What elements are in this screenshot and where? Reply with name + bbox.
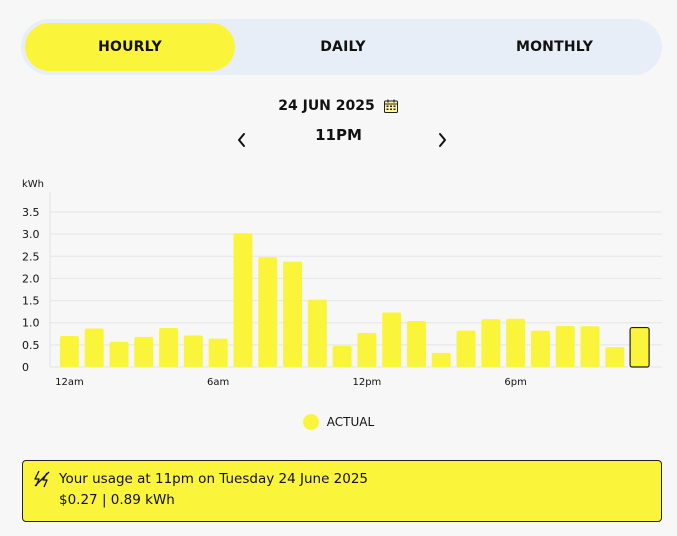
y-axis-unit-label: kWh [22,179,44,190]
hour-bar [283,261,303,367]
legend-label: ACTUAL [326,415,375,429]
hour-bar [258,257,278,367]
hour-bar [59,336,79,367]
date-selector[interactable]: 24 JUN 2025 [0,98,677,114]
hour-bar [555,325,575,367]
calendar-icon[interactable] [383,98,399,114]
hour-label: 11PM [315,126,362,144]
hour-bar [183,335,203,367]
lightning-icon [33,470,51,488]
hour-bar [580,326,600,367]
legend-swatch [302,414,319,430]
y-tick-label: 1.0 [22,317,40,330]
hour-bar [456,330,476,367]
usage-summary-card: Your usage at 11pm on Tuesday 24 June 20… [22,460,662,522]
hour-bar [382,312,402,367]
tab-hourly[interactable]: HOURLY [25,23,235,71]
selected-hour-bar [629,326,650,368]
y-tick-label: 1.5 [22,295,40,308]
x-tick-label: 6pm [504,377,526,388]
chevron-right-icon [439,133,446,147]
y-tick-label: 2.5 [22,250,40,263]
chevron-left-icon [238,133,245,147]
hour-bar [109,341,129,367]
hour-bar [431,352,451,367]
usage-bar-chart: kWh 0 0.5 1.0 1.5 2.0 2.5 3.0 3.5 12am 6am 12pm 6pm [22,179,662,388]
x-tick-label: 12pm [352,377,381,388]
hour-bar [530,330,550,367]
hour-bar [506,318,526,367]
chart-legend: ACTUAL [0,414,677,430]
y-tick-label: 3.0 [22,228,40,241]
hour-bar [481,319,501,367]
hour-bar [159,328,179,367]
y-tick-label: 0 [22,361,29,374]
next-hour-button[interactable] [430,128,454,152]
x-tick-label: 6am [207,377,229,388]
y-tick-label: 2.0 [22,272,40,285]
y-tick-label: 3.5 [22,206,40,219]
hour-bar [307,299,327,367]
tab-daily[interactable]: DAILY [320,39,366,55]
x-tick-label: 12am [55,377,84,388]
date-label: 24 JUN 2025 [278,98,375,114]
hour-bar [84,328,104,367]
hour-bar [208,338,228,367]
previous-hour-button[interactable] [230,128,254,152]
hour-bar [134,336,154,367]
hour-bar [357,332,377,367]
summary-title: Your usage at 11pm on Tuesday 24 June 20… [59,471,369,487]
hour-bar [233,233,253,367]
hour-bar [406,320,426,367]
hour-bar [332,345,352,367]
period-tabs: HOURLY DAILY MONTHLY [21,19,662,75]
summary-cost-usage: $0.27 | 0.89 kWh [59,492,175,508]
y-tick-label: 0.5 [22,339,40,352]
hour-bar [605,347,625,367]
hour-selector: 11PM [0,126,677,144]
tab-monthly[interactable]: MONTHLY [515,39,594,55]
